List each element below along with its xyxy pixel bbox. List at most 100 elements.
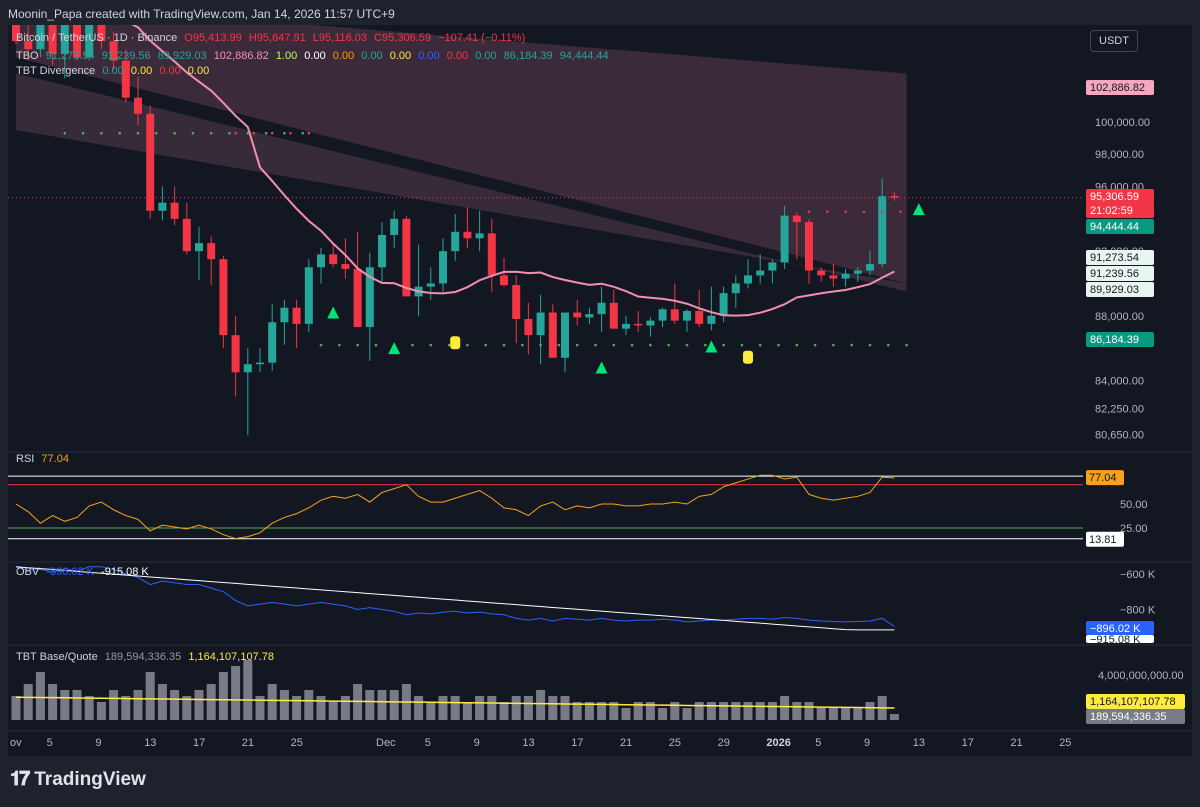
time-tick-label: 5	[815, 737, 821, 749]
price-label-bg	[1086, 332, 1154, 347]
candle-body	[182, 218, 191, 252]
rsi-value: 77.04	[41, 453, 69, 465]
time-tick-label: 5	[425, 737, 431, 749]
support-dot	[429, 343, 433, 347]
candle-body	[121, 60, 130, 98]
candle-body	[231, 335, 240, 373]
candle-body	[573, 312, 582, 318]
support-dot	[575, 343, 579, 347]
tbo-v1: 91,273.54	[45, 50, 95, 62]
volume-bar	[389, 690, 399, 720]
time-tick-label: 17	[571, 737, 583, 749]
candle-body	[792, 215, 801, 223]
band-lower	[16, 73, 907, 292]
obv-tick-label: −800 K	[1120, 604, 1156, 616]
buy-signal-icon	[388, 342, 401, 355]
obv-name[interactable]: OBV	[16, 566, 40, 578]
candle-body	[280, 307, 289, 323]
tbo-v10: 0.00	[418, 50, 440, 62]
volume-bar	[462, 702, 472, 720]
time-tick-label: 13	[144, 737, 156, 749]
candle-body	[60, 25, 69, 55]
support-dot	[502, 343, 506, 347]
price-label: 102,886.82	[1090, 82, 1145, 94]
rsi-value-label: 77.04	[1089, 472, 1117, 484]
obv-v1: -896.02 K	[46, 566, 94, 578]
buy-signal-icon	[912, 203, 925, 216]
tbt-name[interactable]: TBT Base/Quote	[16, 651, 98, 663]
volume-bar	[267, 684, 277, 720]
time-tick-label: 9	[474, 737, 480, 749]
support-dot	[63, 131, 67, 135]
candle-body	[597, 302, 606, 315]
support-dot	[521, 343, 524, 347]
tbo-name[interactable]: TBO	[16, 50, 39, 62]
volume-bar	[426, 702, 436, 720]
chart-area[interactable]: 102,000.00100,000.0098,000.0096,000.0092…	[8, 0, 1192, 756]
support-dot	[319, 343, 323, 347]
candle-body	[256, 362, 264, 365]
price-tick-label: 84,000.00	[1095, 375, 1144, 387]
price-label-bg	[1086, 189, 1154, 204]
obv-ma-line	[15, 566, 895, 631]
price-label-bg	[1086, 203, 1154, 218]
volume-bar	[377, 690, 387, 720]
candle-body	[365, 267, 374, 328]
candle-body	[646, 320, 655, 326]
price-label: 95,306.59	[1090, 191, 1139, 203]
div-name[interactable]: TBT Divergence	[16, 65, 96, 77]
volume-bar	[694, 702, 704, 720]
volume-bar	[597, 702, 607, 720]
volume-bar	[304, 690, 314, 720]
candle-body	[317, 254, 325, 268]
price-tick-label: 98,000.00	[1095, 149, 1144, 161]
moving-average-line	[15, 11, 895, 317]
volume-bar	[279, 690, 289, 720]
volume-bar	[621, 708, 631, 720]
symbol-label[interactable]: Bitcoin / TetherUS · 1D · Binance	[16, 32, 178, 44]
ohlc-low: L95,116.03	[312, 32, 368, 44]
price-tick-label: 80,650.00	[1095, 430, 1144, 442]
volume-bar	[48, 684, 58, 720]
legend-tbo: TBO 91,273.54 91,239.56 89,929.03 102,88…	[16, 50, 613, 62]
candle-body	[390, 218, 399, 235]
support-dot	[81, 131, 85, 135]
candle-body	[353, 268, 362, 328]
time-tick-label: 25	[291, 737, 303, 749]
rsi-name[interactable]: RSI	[16, 453, 35, 465]
price-label: 89,929.03	[1090, 284, 1139, 296]
candle-body	[463, 231, 472, 239]
tbo-v4: 102,886.82	[213, 50, 269, 62]
support-dot	[356, 343, 359, 347]
price-label-bg	[1086, 282, 1154, 297]
tbo-v7: 0.00	[332, 50, 355, 62]
chart-svg[interactable]: 102,000.00100,000.0098,000.0096,000.0092…	[8, 0, 1192, 756]
support-dot	[246, 131, 250, 135]
candle-body	[670, 309, 679, 321]
resistance-dot	[899, 210, 902, 213]
support-dot	[667, 343, 670, 347]
time-tick-label: 21	[620, 737, 632, 749]
candle-body	[609, 302, 618, 329]
support-dot	[832, 343, 835, 347]
currency-button[interactable]: USDT	[1090, 30, 1138, 52]
price-label: 91,239.56	[1090, 268, 1139, 280]
tbo-v2: 91,239.56	[101, 50, 151, 62]
candle-body	[805, 222, 813, 271]
support-dot	[374, 343, 378, 347]
support-dot	[100, 131, 103, 135]
volume-bar	[11, 696, 21, 720]
ohlc-change: −107.41 (−0.11%)	[438, 32, 526, 44]
volume-label: 189,594,336.35	[1090, 711, 1166, 723]
div-v1: 0.00	[102, 65, 124, 77]
volume-bar	[548, 696, 558, 720]
tradingview-logo[interactable]: 𝟏𝟕 TradingView	[10, 768, 146, 791]
candle-body	[243, 364, 252, 373]
volume-bar	[682, 708, 692, 720]
price-label: 94,444.44	[1090, 221, 1139, 233]
volume-bar	[157, 684, 167, 720]
support-dot	[630, 343, 634, 347]
volume-tick-label: 4,000,000,000.00	[1098, 670, 1184, 682]
tbo-v14: 94,444.44	[559, 50, 609, 62]
